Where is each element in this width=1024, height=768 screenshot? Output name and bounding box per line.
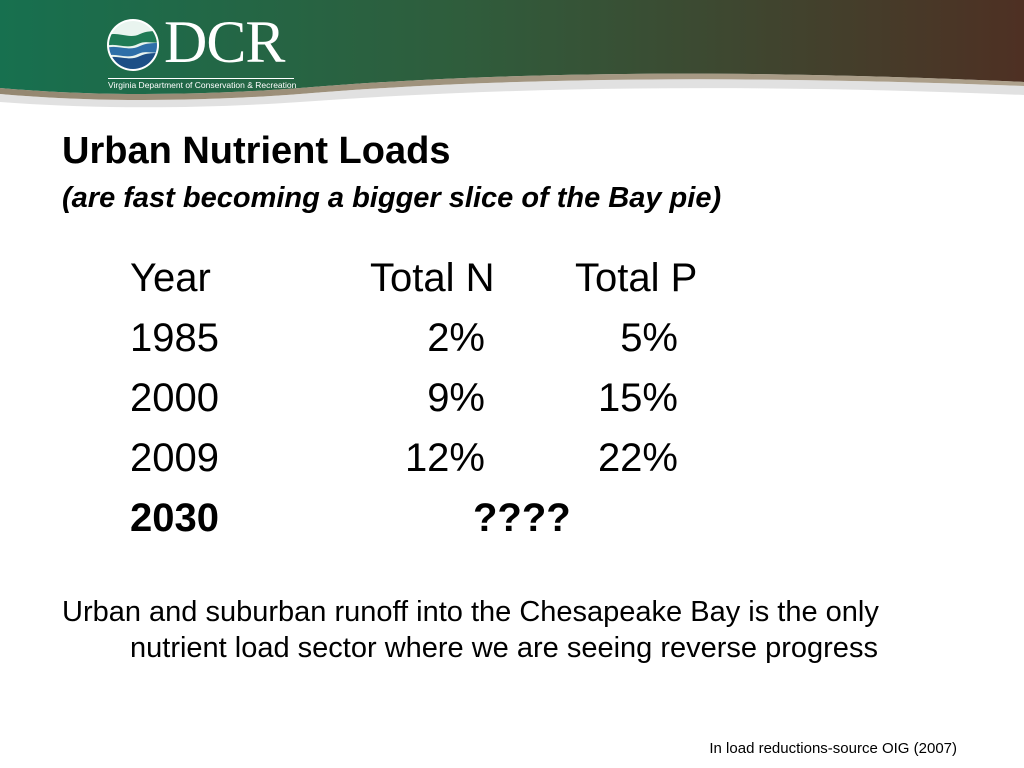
globe-icon <box>107 19 159 71</box>
source-note: In load reductions-source OIG (2007) <box>709 740 957 757</box>
table-row: 2000 9% 15% <box>130 368 830 428</box>
row-unknown-value: ???? <box>473 496 571 540</box>
logo-subtitle: Virginia Department of Conservation & Re… <box>108 80 297 90</box>
nutrient-load-table: Year Total N Total P 1985 2% 5% 2000 9% … <box>130 248 830 548</box>
row-year: 2030 <box>130 496 219 540</box>
row-total-p: 22% <box>597 436 678 480</box>
slide-title: Urban Nutrient Loads <box>62 130 451 172</box>
header-total-n: Total N <box>370 256 495 300</box>
row-year: 2000 <box>130 376 219 420</box>
row-total-p: 5% <box>620 316 678 360</box>
slide-subtitle: (are fast becoming a bigger slice of the… <box>62 182 722 214</box>
table-row: 2009 12% 22% <box>130 428 830 488</box>
header-year: Year <box>130 256 211 300</box>
row-total-n: 12% <box>404 436 485 480</box>
table-header-row: Year Total N Total P <box>130 248 830 308</box>
table-row-future: 2030 ???? <box>130 488 830 548</box>
dcr-logo: DCR Virginia Department of Conservation … <box>106 10 306 90</box>
logo-divider <box>108 78 294 79</box>
row-total-n: 9% <box>427 376 485 420</box>
header-banner <box>0 0 1024 108</box>
header-total-p: Total P <box>575 256 698 300</box>
logo-wordmark: DCR <box>164 9 285 75</box>
row-total-n: 2% <box>427 316 485 360</box>
row-year: 1985 <box>130 316 219 360</box>
body-paragraph: Urban and suburban runoff into the Chesa… <box>62 596 879 664</box>
table-row: 1985 2% 5% <box>130 308 830 368</box>
row-year: 2009 <box>130 436 219 480</box>
row-total-p: 15% <box>597 376 678 420</box>
